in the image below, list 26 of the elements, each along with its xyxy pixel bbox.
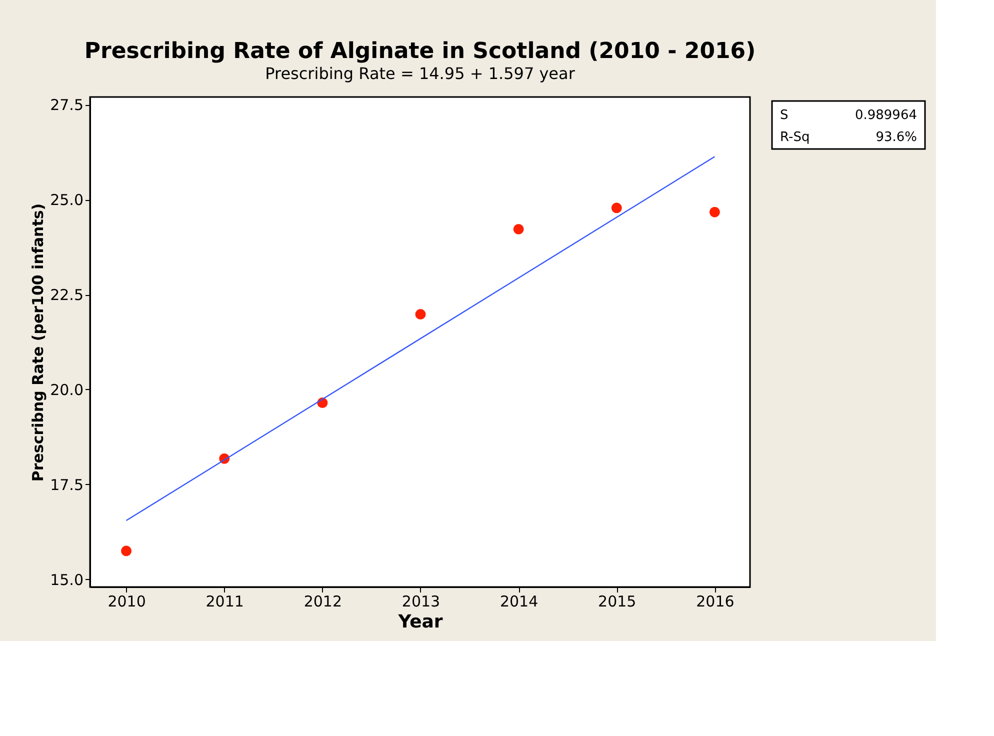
y-tick-label: 27.5 [50, 96, 84, 114]
point [513, 224, 524, 234]
x-tick-label: 2016 [696, 592, 734, 610]
point [415, 309, 426, 320]
x-tick-label: 2014 [500, 592, 538, 610]
y-tick-label: 20.0 [50, 380, 84, 399]
y-tick-label: 22.5 [50, 286, 84, 304]
text: 93.6% [876, 130, 917, 145]
y-tick-label: 15.0 [50, 570, 84, 589]
point [611, 202, 622, 214]
x-tick-label: 2011 [206, 592, 244, 610]
y-tick-label: 17.5 [50, 476, 84, 494]
text: 0.989964 [854, 108, 917, 123]
chart-title: Prescribing Rate of Alginate in Scotland (2010 - 2016) [84, 39, 756, 64]
chart-subtitle: Prescribing Rate = 14.95 + 1.597 year [265, 64, 576, 83]
x-tick-label: 2010 [108, 592, 146, 610]
x-tick-label: 2013 [402, 592, 440, 610]
x-tick-label: 2012 [304, 592, 342, 610]
point [709, 206, 720, 218]
x-tick-label: 2015 [598, 592, 636, 610]
text: R-Sq [780, 130, 810, 145]
y-axis-title: Prescribng Rate (per100 infants) [29, 203, 48, 482]
y-tick-label: 25.0 [50, 191, 84, 210]
text: S [780, 108, 788, 123]
x-axis-title: Year [397, 612, 443, 632]
point [121, 546, 132, 556]
